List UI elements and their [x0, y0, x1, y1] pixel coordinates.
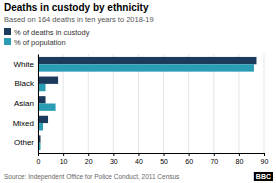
logo-text: BBC [256, 173, 271, 180]
plot: 0 10 20 30 40 50 60 70 80 90 White Black Asian Mixed O… [13, 54, 269, 165]
tick: 60 [185, 153, 193, 165]
tick-label: 10 [60, 158, 68, 165]
tick-label: 40 [135, 158, 143, 165]
source: Source: Independent Office for Police Co… [4, 173, 180, 181]
tick-mark [113, 153, 114, 156]
tick: 80 [235, 153, 243, 165]
x-axis: 0 10 20 30 40 50 60 70 80 90 [37, 153, 269, 165]
logo-box [254, 172, 273, 181]
tick-label: Mixed [13, 119, 34, 128]
tick-label: Other [14, 138, 34, 147]
tick-mark [214, 153, 215, 156]
title: Deaths in custody by ethnicity [4, 2, 149, 13]
tick-mark [189, 153, 190, 156]
tick: 0 [37, 153, 41, 165]
axis-line [39, 154, 265, 157]
series [38, 57, 256, 143]
bar [38, 96, 46, 103]
tick-label: 90 [261, 158, 269, 165]
logo: BBC [254, 172, 273, 181]
tick-label: 30 [110, 158, 118, 165]
legend-label: % of population [14, 38, 66, 47]
tick: 50 [160, 153, 168, 165]
tick-label: 20 [85, 158, 93, 165]
tick-mark [63, 153, 64, 156]
series [38, 64, 254, 150]
tick-label: 80 [235, 158, 243, 165]
tick-label: Asian [14, 99, 34, 108]
tick-label: White [14, 60, 35, 69]
tick-label: 50 [160, 158, 168, 165]
tick: Asian [14, 99, 38, 108]
tick-label: 70 [210, 158, 218, 165]
legend-swatch [4, 28, 11, 35]
grid-line [264, 54, 265, 153]
axis-line [38, 55, 39, 154]
legend-label: % of deaths in custody [14, 28, 90, 37]
tick: Mixed [13, 119, 38, 128]
tick: 40 [135, 153, 143, 165]
tick: 90 [261, 153, 269, 165]
bar [38, 57, 256, 64]
tick: 10 [60, 153, 68, 165]
tick: Other [14, 138, 38, 147]
tick: Black [14, 79, 38, 88]
tick-mark [164, 153, 165, 156]
legend: % of deaths in custody% of population [4, 28, 90, 47]
tick-mark [138, 153, 139, 156]
tick-mark [264, 153, 265, 156]
grid [38, 54, 264, 153]
tick-label: 60 [185, 158, 193, 165]
tick: 70 [210, 153, 218, 165]
bar [38, 64, 254, 71]
tick: 20 [85, 153, 93, 165]
subtitle: Based on 164 deaths in ten years to 2018… [4, 15, 154, 24]
tick: 30 [110, 153, 118, 165]
y-axis: White Black Asian Mixed Other [13, 55, 39, 154]
legend-swatch [4, 38, 11, 45]
bars [38, 57, 256, 150]
tick-label: 0 [37, 158, 41, 165]
bar [38, 84, 46, 91]
bar [38, 77, 58, 84]
tick-label: Black [14, 79, 35, 88]
grid-line [38, 54, 39, 153]
tick-mark [239, 153, 240, 156]
chart: Deaths in custody by ethnicity Based on 1… [0, 0, 276, 183]
bar [38, 104, 56, 111]
tick: White [14, 60, 38, 69]
bar [38, 116, 48, 123]
tick-mark [88, 153, 89, 156]
